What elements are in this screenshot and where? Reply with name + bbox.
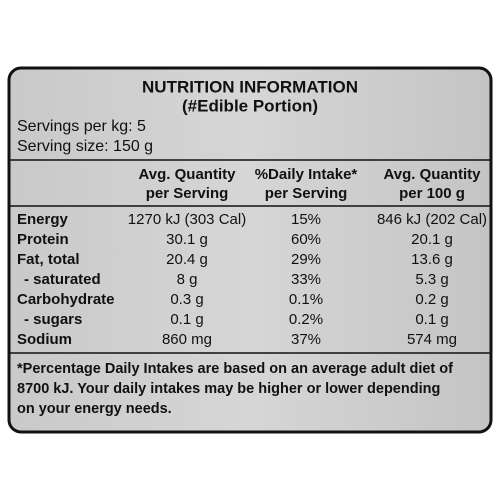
cell: 20.4 g [166,251,208,268]
cell: 0.3 g [170,291,203,308]
row-label: Fat, total [17,251,80,268]
column-header: Avg. Quantity [384,166,482,183]
column-header: per Serving [265,185,348,202]
servings: Servings per kg: 5 [17,118,146,135]
cell: 8 g [177,271,198,288]
cell: 0.2 g [415,291,448,308]
cell: 30.1 g [166,231,208,248]
cell: 60% [291,231,321,248]
title: NUTRITION INFORMATION [142,77,358,96]
subtitle: (#Edible Portion) [182,96,318,115]
column-header: %Daily Intake* [255,166,358,183]
cell: 860 mg [162,331,212,348]
row-label: - saturated [24,271,101,288]
cell: 5.3 g [415,271,448,288]
cell: 37% [291,331,321,348]
cell: 0.2% [289,311,323,328]
row-label: Protein [17,231,69,248]
serving-size: Serving size: 150 g [17,138,153,155]
cell: 846 kJ (202 Cal) [377,211,487,228]
row-label: Energy [17,211,69,228]
cell: 1270 kJ (303 Cal) [128,211,246,228]
column-header: Avg. Quantity [139,166,237,183]
footnote: on your energy needs. [17,401,172,417]
row-label: - sugars [24,311,82,328]
cell: 33% [291,271,321,288]
panel [7,66,493,434]
cell: 0.1 g [415,311,448,328]
cell: 574 mg [407,331,457,348]
footnote: 8700 kJ. Your daily intakes may be highe… [17,381,440,397]
column-header: per Serving [146,185,229,202]
cell: 13.6 g [411,251,453,268]
row-label: Sodium [17,331,72,348]
row-label: Carbohydrate [17,291,115,308]
cell: 20.1 g [411,231,453,248]
cell: 0.1% [289,291,323,308]
cell: 15% [291,211,321,228]
cell: 29% [291,251,321,268]
cell: 0.1 g [170,311,203,328]
footnote: *Percentage Daily Intakes are based on a… [17,361,453,377]
column-header: per 100 g [399,185,465,202]
